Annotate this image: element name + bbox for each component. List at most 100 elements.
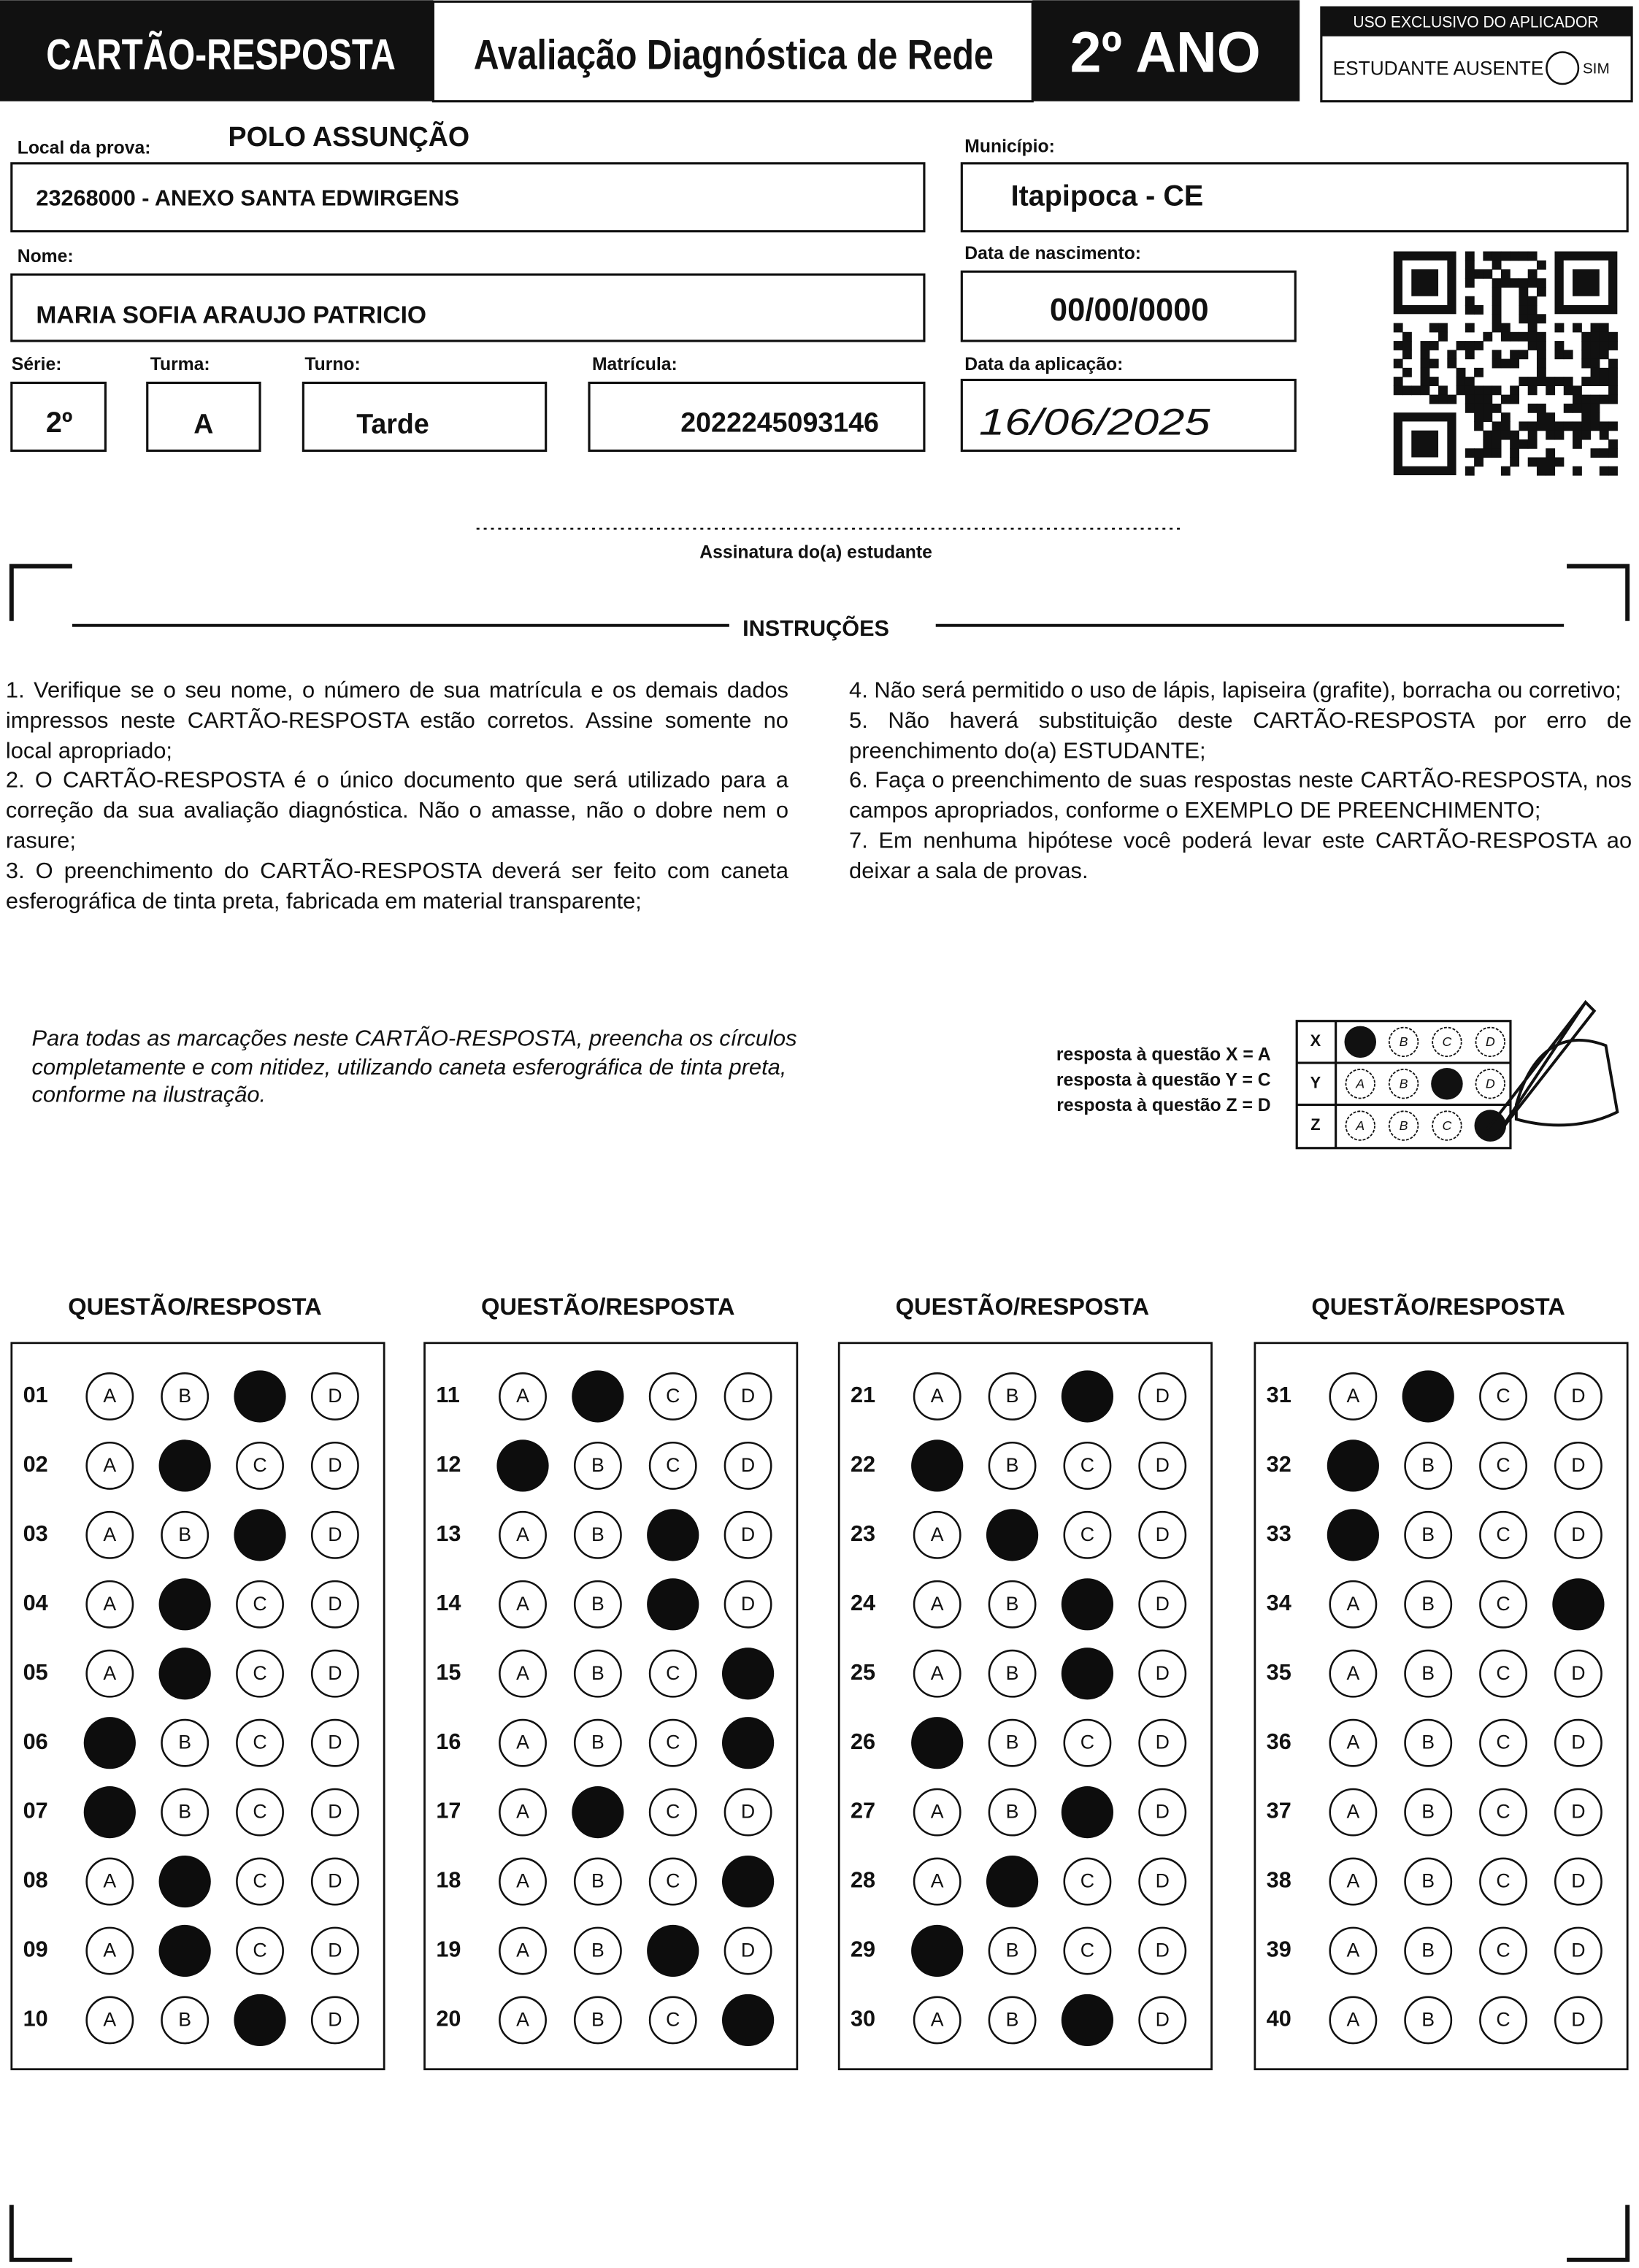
- bubble-letter: B: [1006, 1731, 1019, 1753]
- qr-module: [1510, 358, 1520, 369]
- filled-bubble: [1061, 1578, 1114, 1631]
- qr-module: [1590, 403, 1600, 413]
- qr-module: [1465, 296, 1475, 306]
- qr-module: [1590, 448, 1600, 458]
- qr-module: [1474, 421, 1483, 431]
- column-title: QUESTÃO/RESPOSTA: [68, 1293, 321, 1320]
- question-number: 34: [1267, 1591, 1291, 1615]
- qr-module: [1608, 331, 1618, 342]
- field-value: Itapipoca - CE: [1011, 180, 1204, 212]
- bubble-letter: B: [1006, 1454, 1019, 1476]
- qr-module: [1465, 251, 1475, 261]
- qr-module: [1536, 314, 1546, 324]
- answer-bubble: [1138, 1441, 1187, 1490]
- question-number: 25: [851, 1660, 875, 1685]
- example-bubble-letter: D: [1486, 1034, 1495, 1049]
- answer-bubble: [1479, 1857, 1528, 1906]
- bubble-letter: B: [591, 1454, 604, 1476]
- qr-module: [1429, 394, 1439, 404]
- question-number: 31: [1267, 1383, 1291, 1407]
- answer-bubble: [161, 1372, 210, 1421]
- answer-bubble: [723, 1580, 772, 1629]
- answer-bubble: [85, 1926, 134, 1975]
- bubble-letter: C: [1496, 1385, 1510, 1407]
- bubble-letter: A: [1346, 1940, 1359, 1961]
- question-number: 35: [1267, 1660, 1291, 1685]
- qr-module: [1411, 385, 1421, 396]
- qr-module: [1519, 350, 1529, 360]
- qr-module: [1590, 341, 1600, 350]
- field-value: MARIA SOFIA ARAUJO PATRICIO: [36, 301, 426, 328]
- field-value: POLO ASSUNÇÃO: [229, 121, 470, 152]
- bubble-letter: A: [103, 1593, 116, 1615]
- qr-module: [1402, 367, 1412, 377]
- field-box: [10, 273, 926, 342]
- qr-module: [1519, 287, 1529, 297]
- question-number: 23: [851, 1521, 875, 1546]
- example-row-label: Y: [1310, 1073, 1321, 1091]
- bubble-letter: D: [1156, 2008, 1170, 2030]
- answer-bubble: [85, 1996, 134, 2045]
- answer-bubble: [1479, 1718, 1528, 1767]
- filled-bubble: [986, 1855, 1039, 1908]
- filled-bubble: [234, 1509, 286, 1561]
- qr-module: [1500, 269, 1511, 279]
- question-number: 28: [851, 1868, 875, 1893]
- answer-bubble: [85, 1649, 134, 1698]
- qr-module: [1465, 341, 1475, 350]
- example-bubble-letter: A: [1355, 1118, 1364, 1133]
- bubble-letter: B: [1421, 1454, 1435, 1476]
- bubble-letter: B: [178, 1731, 191, 1753]
- answer-bubble: [1554, 1649, 1602, 1698]
- bubble-letter: D: [1571, 1385, 1585, 1407]
- bubble-letter: B: [1006, 1801, 1019, 1823]
- qr-finder: [1393, 251, 1456, 315]
- qr-module: [1465, 305, 1475, 315]
- answer-bubble: [1138, 1649, 1187, 1698]
- field-label: Turno:: [304, 355, 360, 374]
- qr-module: [1554, 350, 1565, 360]
- handwritten-date: 16/06/2025: [979, 400, 1210, 442]
- bubble-letter: B: [178, 1385, 191, 1407]
- bubble-letter: A: [1346, 1593, 1359, 1615]
- qr-module: [1536, 367, 1546, 377]
- qr-module: [1500, 331, 1511, 342]
- instruction-item: 6. Faça o preenchimento de suas resposta…: [849, 769, 1632, 824]
- bubble-letter: A: [1346, 1662, 1359, 1684]
- example-row-label: Z: [1310, 1115, 1320, 1134]
- bubble-letter: A: [516, 1801, 529, 1823]
- question-number: 07: [23, 1799, 48, 1823]
- answer-bubble: [648, 1857, 697, 1906]
- question-number: 39: [1267, 1937, 1291, 1962]
- bubble-letter: D: [1156, 1731, 1170, 1753]
- bubble-letter: D: [328, 1454, 342, 1476]
- field-box: [302, 381, 548, 452]
- answer-bubble: [499, 1649, 547, 1698]
- question-number: 19: [436, 1937, 461, 1962]
- column-title: QUESTÃO/RESPOSTA: [481, 1293, 734, 1320]
- answer-bubble: [1554, 1857, 1602, 1906]
- question-number: 02: [23, 1452, 48, 1477]
- bubble-letter: A: [103, 1454, 116, 1476]
- qr-module: [1590, 412, 1600, 423]
- qr-module: [1438, 394, 1448, 404]
- qr-module: [1519, 377, 1529, 386]
- bubble-letter: B: [1421, 1940, 1435, 1961]
- qr-module: [1527, 457, 1538, 467]
- qr-module: [1447, 394, 1457, 404]
- bubble-letter: C: [666, 1662, 680, 1684]
- qr-module: [1554, 430, 1565, 440]
- qr-module: [1536, 377, 1546, 386]
- answer-bubble: [1329, 1580, 1378, 1629]
- filled-bubble: [647, 1924, 699, 1977]
- qr-module: [1492, 323, 1502, 333]
- question-number: 29: [851, 1937, 875, 1962]
- answer-bubble: [85, 1510, 134, 1559]
- answer-bubble: [988, 1649, 1037, 1698]
- answer-bubble: [1404, 1441, 1453, 1490]
- filled-bubble: [1327, 1509, 1379, 1561]
- answer-bubble: [1404, 1788, 1453, 1837]
- qr-module: [1474, 457, 1483, 467]
- bubble-letter: D: [1571, 1870, 1585, 1892]
- example-row-label: X: [1310, 1031, 1321, 1050]
